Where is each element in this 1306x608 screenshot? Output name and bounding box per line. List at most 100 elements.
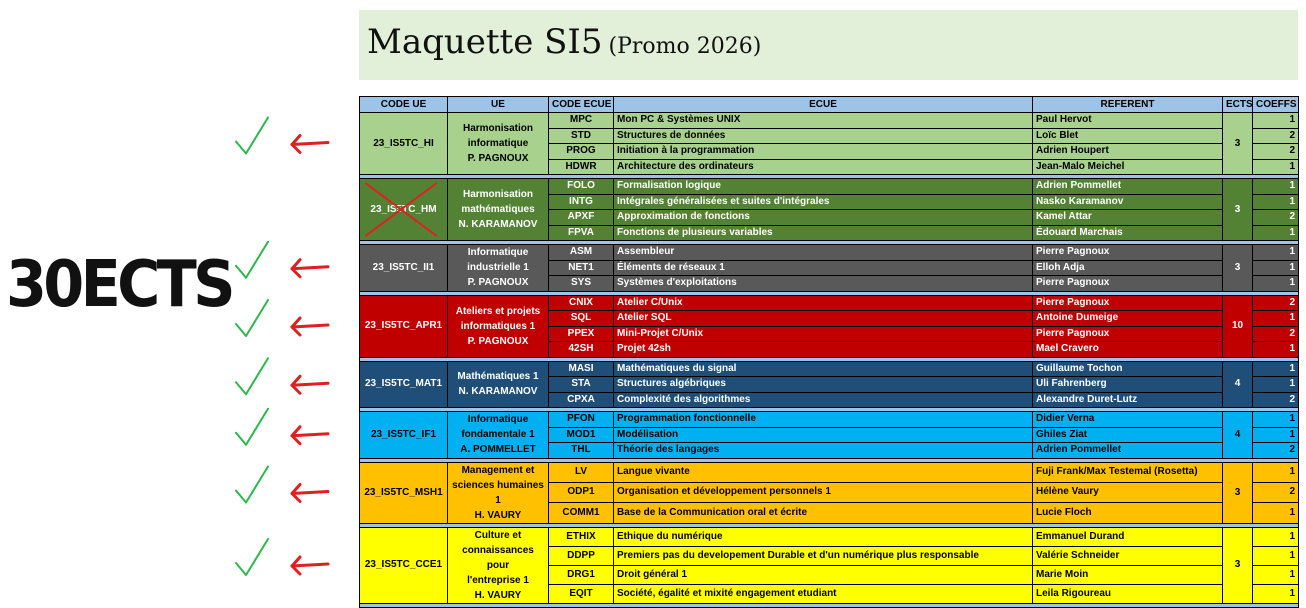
- coeff-cell: 2: [1252, 209, 1299, 226]
- coeff-cell: 1: [1252, 526, 1299, 547]
- title-banner: Maquette SI5 (Promo 2026): [359, 10, 1298, 80]
- arrow-left-icon: [290, 381, 330, 387]
- coeff-cell: 1: [1252, 461, 1299, 483]
- table-row: 23_IS5TC_HM Harmonisation mathématiques N. …: [359, 178, 1299, 241]
- ue-name-cell: Mathématiques 1 N. KARAMANOV: [447, 360, 549, 408]
- cross-out-icon: [365, 182, 437, 237]
- referent-cell: Jean-Malo Meichel: [1032, 158, 1223, 175]
- referent-cell: Kamel Attar: [1032, 209, 1223, 226]
- ects-cell: 4: [1222, 360, 1253, 408]
- arrow-head-icon: [290, 134, 302, 154]
- ecue-name-cell: Systèmes d'exploitations: [613, 275, 1033, 292]
- ue-name-line: H. VAURY: [474, 589, 522, 601]
- ue-name-line: connaissances pour: [462, 544, 534, 571]
- ue-name-line: H. VAURY: [474, 509, 522, 521]
- coeff-cell: 1: [1252, 193, 1299, 210]
- ue-name-cell: Culture et connaissances pour l'entreprise…: [447, 526, 549, 604]
- header-ects: ECTS: [1222, 96, 1253, 113]
- ects-cell: 3: [1222, 178, 1253, 241]
- checkmark-icon: [235, 538, 269, 576]
- ue-name-line: Management et: [461, 464, 535, 476]
- header-referent: REFERENT: [1032, 96, 1223, 113]
- table-row: HDWR Architecture des ordinateurs Jean-Mal…: [360, 158, 1299, 175]
- ecue-name-cell: Organisation et développement personnels…: [613, 481, 1033, 504]
- ecue-code-cell: MASI: [548, 360, 614, 377]
- ecue-code-cell: PROG: [548, 143, 614, 160]
- ecue-code-cell: ODP1: [548, 481, 614, 504]
- ue-name-line: A. POMMELLET: [460, 444, 536, 456]
- table-row: ODP1 Organisation et développement person…: [360, 481, 1299, 504]
- ecue-code-cell: STA: [548, 376, 614, 393]
- referent-cell: Hélène Vaury: [1032, 481, 1223, 504]
- arrow-left-icon: [290, 562, 330, 568]
- table-row: 23_IS5TC_HI Harmonisation informatique P. P…: [359, 112, 1299, 175]
- ue-name-line: Informatique: [467, 247, 529, 259]
- ecue-name-cell: Mon PC & Systèmes UNIX: [613, 112, 1033, 129]
- table-row: 23_IS5TC_MSH1 Management et sciences humai…: [359, 461, 1299, 524]
- ecue-name-cell: Ethique du numérique: [613, 526, 1033, 547]
- ecue-name-cell: Premiers pas du developement Durable et …: [613, 545, 1033, 566]
- arrow-left-icon: [290, 490, 330, 495]
- checkmark-icon: [235, 465, 269, 504]
- ue-name-line: Culture et: [474, 529, 522, 541]
- arrow-head-icon: [290, 316, 302, 337]
- ects-cell: 3: [1222, 112, 1253, 175]
- coeff-cell: 2: [1252, 481, 1299, 504]
- header-ue: UE: [447, 96, 549, 113]
- referent-cell: Mael Cravero: [1032, 341, 1223, 358]
- table-row: NET1 Éléments de réseaux 1 Elloh Adja 1: [360, 259, 1299, 276]
- table-row: 42SH Projet 42sh Mael Cravero 1: [360, 341, 1299, 358]
- referent-cell: Adrien Pommellet: [1032, 442, 1223, 459]
- table-row: STA Structures algébriques Uli Fahrenberg 1: [360, 376, 1299, 393]
- table-row: DRG1 Droit général 1 Marie Moin 1: [360, 564, 1299, 585]
- arrow-head-icon: [290, 555, 302, 576]
- arrow-head-icon: [290, 374, 302, 395]
- table-row: INTG Intégrales généralisées et suites d'…: [360, 193, 1299, 210]
- table-row: 23_IS5TC_CCE1 Culture et connaissances pou…: [359, 526, 1299, 604]
- ue-name-line: informatiques 1: [460, 320, 536, 332]
- ecue-name-cell: Mini-Projet C/Unix: [613, 325, 1033, 342]
- arrow-head-icon: [290, 425, 302, 446]
- group-separator: [359, 240, 1299, 245]
- title-promo: (Promo 2026): [608, 34, 762, 59]
- table-row: FPVA Fonctions de plusieurs variables Édou…: [360, 224, 1299, 241]
- header-code-ue: CODE UE: [359, 96, 448, 113]
- ue-name-line: Harmonisation: [462, 123, 533, 134]
- ue-code-cell: 23_IS5TC_II1: [359, 244, 448, 292]
- referent-cell: Ghiles Ziat: [1032, 426, 1223, 443]
- coeff-cell: 2: [1252, 143, 1299, 160]
- arrow-head-icon: [290, 258, 302, 279]
- ecue-code-cell: MPC: [548, 112, 614, 129]
- table-row: 23_IS5TC_APR1 Ateliers et projets informat…: [359, 294, 1299, 358]
- separator-cell: [359, 290, 1299, 296]
- ue-name-line: Ateliers et projets: [455, 305, 541, 317]
- referent-cell: Adrien Pommellet: [1032, 178, 1223, 195]
- coeff-cell: 1: [1252, 376, 1299, 393]
- ue-name-line: P. PAGNOUX: [467, 153, 529, 164]
- checkmark-icon: [235, 116, 269, 155]
- referent-cell: Valérie Schneider: [1032, 545, 1223, 566]
- ecue-code-cell: CPXA: [548, 391, 614, 408]
- ecue-name-cell: Langue vivante: [613, 461, 1033, 483]
- ue-name-line: mathématiques: [461, 204, 535, 215]
- ecue-code-cell: SQL: [548, 310, 614, 327]
- table-row: APXF Approximation de fonctions Kamel Atta…: [360, 209, 1299, 226]
- group-separator: [359, 356, 1299, 362]
- header-ecue: ECUE: [613, 96, 1033, 113]
- ue-name-line: Informatique: [467, 414, 529, 426]
- ecue-name-cell: Mathématiques du signal: [613, 360, 1033, 377]
- referent-cell: Lucie Floch: [1032, 502, 1223, 524]
- ue-name-line: sciences humaines 1: [452, 479, 544, 506]
- ue-name-line: industrielle 1: [467, 262, 529, 274]
- referent-cell: Pierre Pagnoux: [1032, 244, 1223, 261]
- page-title: Maquette SI5 (Promo 2026): [367, 22, 761, 62]
- ecue-code-cell: FPVA: [548, 224, 614, 241]
- ue-name-cell: Management et sciences humaines 1 H. VAURY: [447, 461, 549, 524]
- ue-name-line: N. KARAMANOV: [458, 219, 538, 230]
- ecue-name-cell: Assembleur: [613, 244, 1033, 261]
- table-row: CPXA Complexité des algorithmes Alexandre …: [360, 391, 1299, 408]
- ue-name-cell: Harmonisation mathématiques N. KARAMANOV: [447, 178, 549, 241]
- checkmark-icon: [235, 299, 269, 337]
- ects-cell: 10: [1222, 294, 1253, 358]
- separator-cell: [359, 602, 1299, 608]
